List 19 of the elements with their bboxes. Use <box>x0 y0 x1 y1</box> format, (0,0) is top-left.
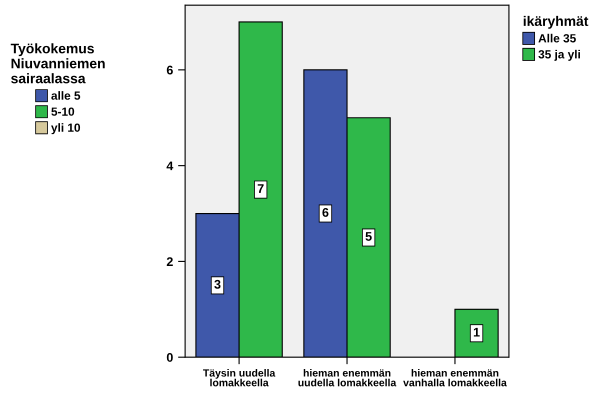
y-tick-label: 2 <box>166 257 173 266</box>
data-label: 3 <box>214 280 221 289</box>
legend-label: alle 5 <box>51 91 80 100</box>
y-tick-label: 0 <box>166 353 173 362</box>
y-tick-label: 6 <box>166 66 173 75</box>
x-tick-label: Täysin uudella lomakkeella <box>203 369 276 386</box>
legend-label: 35 ja yli <box>538 50 580 61</box>
y-tick-label: 4 <box>166 162 174 170</box>
x-tick-label: hieman enemmän vanhalla lomakkeella <box>403 369 507 386</box>
data-label: 5 <box>366 232 372 241</box>
legend-label: Alle 35 <box>538 34 576 42</box>
x-tick-label: hieman enemmän uudella lomakkeella <box>298 369 396 386</box>
legend-title: ikäryhmät <box>524 16 588 29</box>
legend-label: yli 10 <box>51 123 80 134</box>
data-label: 7 <box>258 184 264 193</box>
legend-label: 5-10 <box>51 107 74 116</box>
data-label: 6 <box>322 208 328 217</box>
data-label: 1 <box>474 328 480 336</box>
legend-title: Työkokemus Niuvanniemen sairaalassa <box>10 43 105 84</box>
